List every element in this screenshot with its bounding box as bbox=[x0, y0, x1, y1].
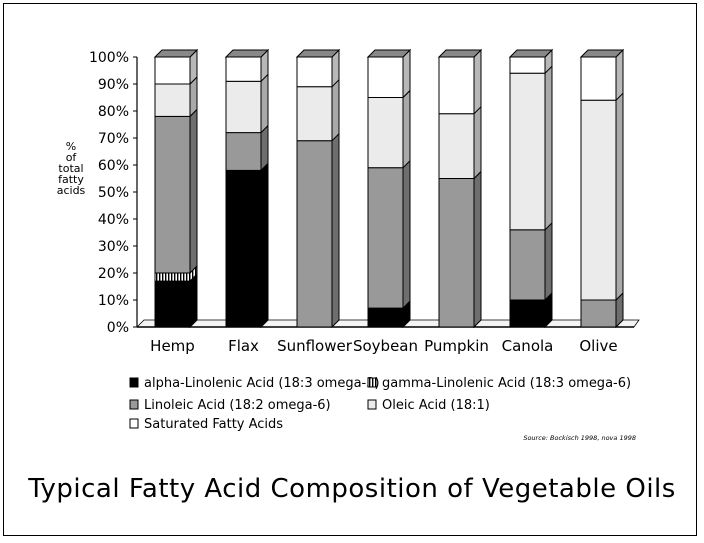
x-tick-label: Sunflower bbox=[277, 337, 353, 355]
bar-side-la bbox=[402, 159, 411, 310]
bar-segment-sat bbox=[296, 56, 333, 88]
bar-side-sat bbox=[402, 48, 411, 99]
y-tick-label: 40% bbox=[98, 212, 129, 228]
legend-swatch-la bbox=[129, 399, 139, 410]
y-tick-label: 60% bbox=[98, 158, 129, 174]
bar-segment-sat bbox=[154, 56, 191, 85]
y-axis-label-line: total bbox=[58, 162, 83, 175]
x-tick-label: Soybean bbox=[353, 337, 418, 355]
y-tick-label: 100% bbox=[89, 50, 129, 66]
legend-label-la: Linoleic Acid (18:2 omega-6) bbox=[144, 398, 331, 413]
bar-segment-sat bbox=[438, 56, 475, 115]
bar-segment-la bbox=[438, 178, 475, 328]
bar-segment-la bbox=[580, 299, 617, 328]
bar-segment-ala bbox=[154, 280, 191, 328]
y-axis-label-line: acids bbox=[57, 184, 86, 197]
bar-top-face bbox=[508, 49, 554, 58]
bar-segment-oleic bbox=[367, 97, 404, 169]
bar-side-ala bbox=[260, 162, 269, 329]
x-tick-label: Hemp bbox=[150, 337, 195, 355]
bar-top-face bbox=[579, 49, 625, 58]
legend-swatch-sat bbox=[129, 418, 139, 429]
x-tick-label: Pumpkin bbox=[424, 337, 489, 355]
bar-side-ala bbox=[189, 272, 198, 329]
bar-side-la bbox=[189, 108, 198, 275]
bar-segment-gla bbox=[154, 272, 191, 282]
bar-top-face bbox=[153, 49, 199, 58]
bar-segment-oleic bbox=[296, 86, 333, 142]
y-axis-label-line: % bbox=[66, 140, 76, 153]
legend-label-sat: Saturated Fatty Acids bbox=[144, 417, 283, 432]
bar-side-oleic bbox=[544, 64, 553, 232]
y-tick-label: 0% bbox=[107, 320, 129, 336]
bar-segment-oleic bbox=[580, 99, 617, 301]
legend-label-ala: alpha-Linolenic Acid (18:3 omega-3) bbox=[144, 376, 380, 391]
legend-label-gla: gamma-Linolenic Acid (18:3 omega-6) bbox=[382, 376, 631, 391]
bar-top-face bbox=[224, 49, 270, 58]
bar-segment-oleic bbox=[438, 113, 475, 179]
y-tick-label: 30% bbox=[98, 239, 129, 255]
bar-segment-la bbox=[154, 115, 191, 274]
chart-caption: Typical Fatty Acid Composition of Vegeta… bbox=[28, 474, 676, 504]
bar-segment-sat bbox=[509, 56, 546, 74]
bar-side-la bbox=[331, 132, 340, 329]
bar-segment-la bbox=[296, 140, 333, 328]
x-tick-label: Canola bbox=[502, 337, 554, 355]
bar-segment-oleic bbox=[225, 80, 262, 134]
bar-segment-sat bbox=[225, 56, 262, 82]
source-note: Source: Bockisch 1998, nova 1998 bbox=[523, 434, 636, 442]
x-tick-label: Olive bbox=[579, 337, 617, 355]
bar-top-face bbox=[295, 49, 341, 58]
bar-segment-ala bbox=[225, 169, 262, 328]
y-axis-label-line: fatty bbox=[58, 173, 84, 186]
bar-side-la bbox=[473, 170, 482, 329]
bar-segment-ala bbox=[509, 299, 546, 328]
bar-segment-la bbox=[225, 132, 262, 171]
bar-segment-la bbox=[509, 229, 546, 301]
y-axis-label-line: of bbox=[66, 151, 78, 164]
bar-side-oleic bbox=[402, 89, 411, 169]
bar-segment-ala bbox=[367, 307, 404, 328]
chart-frame bbox=[3, 3, 697, 536]
legend-swatch-gla bbox=[367, 377, 377, 388]
y-tick-label: 80% bbox=[98, 104, 129, 120]
bar-side-sat bbox=[473, 48, 482, 115]
y-tick-label: 50% bbox=[98, 185, 129, 201]
bar-side-la bbox=[544, 221, 553, 302]
bar-segment-oleic bbox=[509, 72, 546, 231]
y-tick-label: 70% bbox=[98, 131, 129, 147]
bar-side-oleic bbox=[615, 91, 624, 302]
bar-segment-sat bbox=[367, 56, 404, 98]
bar-segment-sat bbox=[580, 56, 617, 101]
y-tick-label: 10% bbox=[98, 293, 129, 309]
bar-segment-la bbox=[367, 167, 404, 309]
x-tick-label: Flax bbox=[228, 337, 259, 355]
bar-top-face bbox=[437, 49, 483, 58]
bar-side-oleic bbox=[260, 73, 269, 134]
bar-segment-oleic bbox=[154, 83, 191, 117]
legend-swatch-ala bbox=[129, 377, 139, 388]
legend-swatch-oleic bbox=[367, 399, 377, 410]
bar-side-sat bbox=[615, 48, 624, 102]
legend-label-oleic: Oleic Acid (18:1) bbox=[382, 398, 490, 413]
bar-side-oleic bbox=[473, 105, 482, 180]
bar-side-la bbox=[260, 124, 269, 172]
y-tick-label: 20% bbox=[98, 266, 129, 282]
bar-top-face bbox=[366, 49, 412, 58]
y-tick-label: 90% bbox=[98, 77, 129, 93]
bar-side-oleic bbox=[331, 78, 340, 142]
